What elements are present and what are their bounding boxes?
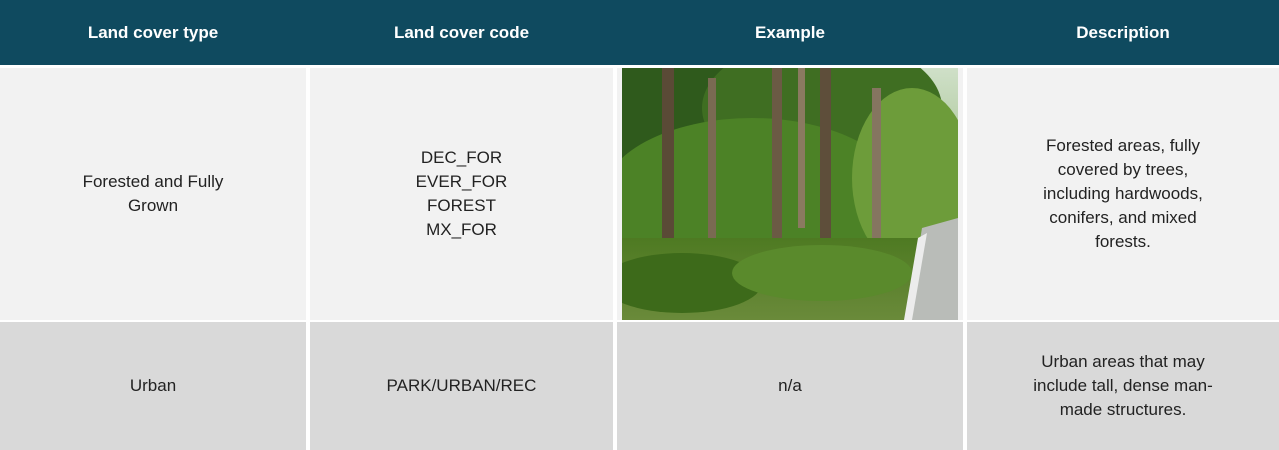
forest-photo [622, 68, 958, 320]
header-cell: Description [967, 0, 1279, 65]
code-cell: PARK/URBAN/REC [310, 322, 613, 450]
header-cell: Land cover type [0, 0, 306, 65]
description-cell: Forested areas, fully covered by trees, … [967, 68, 1279, 320]
type-cell: Forested and Fully Grown [0, 68, 306, 320]
land-cover-code: FOREST [427, 194, 496, 218]
header-cell: Land cover code [310, 0, 613, 65]
type-cell: Urban [0, 322, 306, 450]
land-cover-code: DEC_FOR [421, 146, 502, 170]
header-cell: Example [617, 0, 963, 65]
land-cover-code: EVER_FOR [416, 170, 508, 194]
example-cell: n/a [617, 322, 963, 450]
land-cover-code: MX_FOR [426, 218, 497, 242]
land-cover-code: PARK/URBAN/REC [387, 374, 537, 398]
land-cover-table: Land cover type Land cover code Example … [0, 0, 1279, 450]
description-cell: Urban areas that may include tall, dense… [967, 322, 1279, 450]
example-cell [617, 68, 963, 320]
